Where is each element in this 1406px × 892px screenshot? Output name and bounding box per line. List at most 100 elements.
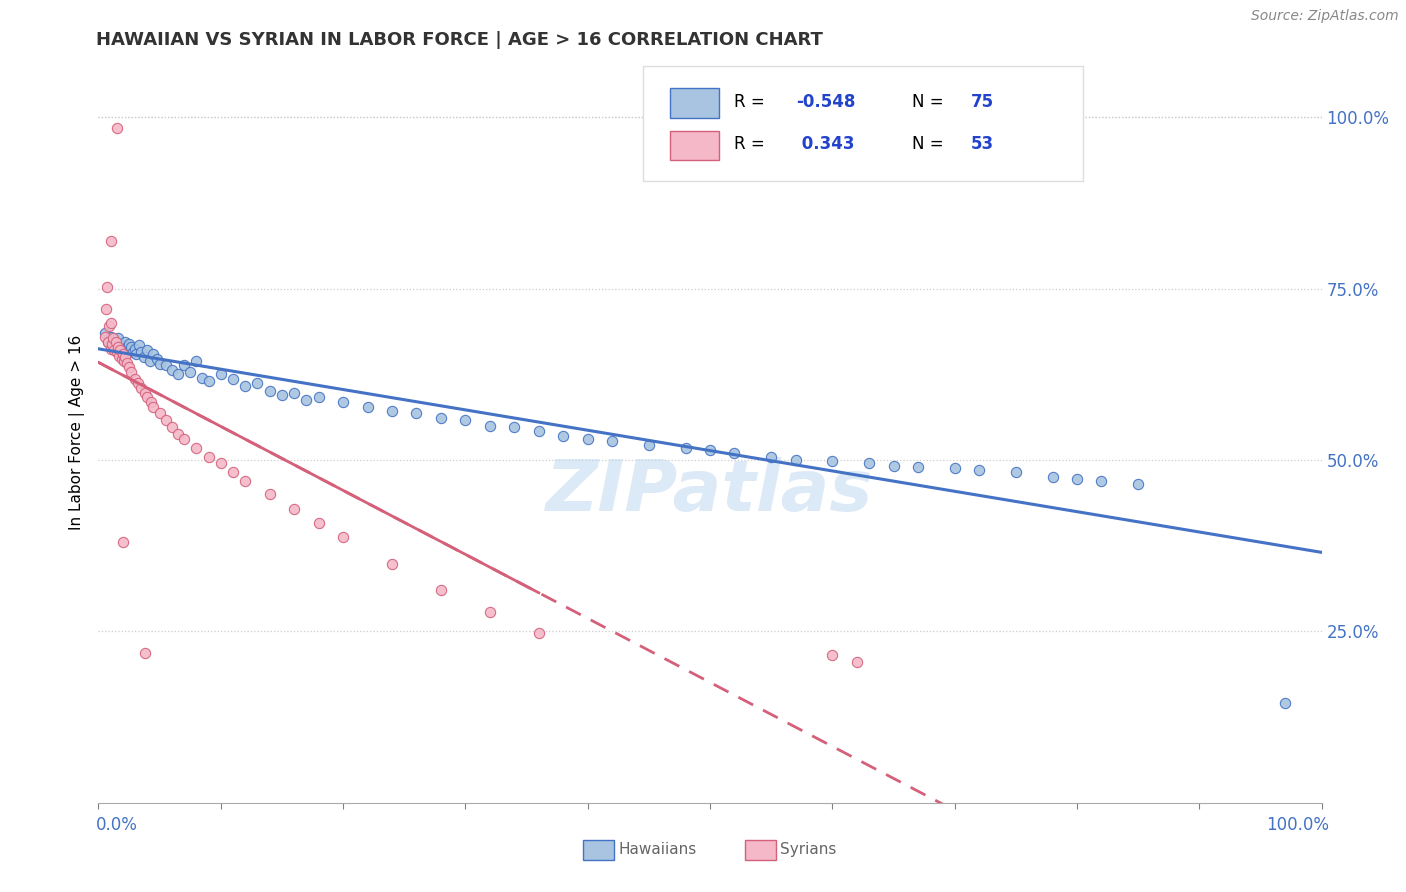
Point — [637, 438, 661, 452]
Point — [191, 371, 214, 385]
Point — [108, 349, 131, 363]
Point — [283, 502, 305, 516]
Point — [907, 459, 929, 474]
Point — [134, 646, 156, 660]
Point — [283, 385, 305, 400]
Point — [149, 406, 172, 420]
Point — [124, 342, 146, 356]
Bar — [669, 130, 718, 161]
Point — [101, 331, 124, 345]
Point — [883, 458, 905, 473]
Point — [723, 446, 745, 460]
Point — [127, 376, 149, 391]
Point — [167, 368, 190, 382]
Point — [100, 316, 122, 330]
Point — [186, 353, 208, 368]
Point — [111, 338, 134, 352]
Point — [107, 340, 129, 354]
Point — [93, 326, 115, 341]
Point — [136, 390, 159, 404]
Point — [761, 450, 783, 464]
Point — [332, 530, 354, 544]
Point — [943, 461, 966, 475]
Point — [128, 338, 150, 352]
Point — [129, 344, 152, 359]
Text: 0.0%: 0.0% — [96, 816, 138, 834]
Point — [114, 350, 136, 364]
Point — [1066, 472, 1088, 486]
Point — [160, 420, 183, 434]
Text: 53: 53 — [970, 135, 994, 153]
Point — [699, 442, 721, 457]
Point — [381, 403, 404, 417]
FancyBboxPatch shape — [643, 66, 1083, 181]
Point — [115, 356, 138, 370]
Text: N =: N = — [912, 93, 943, 111]
Point — [356, 400, 378, 414]
Point — [332, 394, 354, 409]
Point — [97, 335, 120, 350]
Point — [967, 463, 990, 477]
Point — [553, 429, 575, 443]
Point — [405, 406, 427, 420]
Point — [110, 343, 132, 358]
Text: R =: R = — [734, 135, 765, 153]
Point — [233, 474, 256, 488]
Point — [142, 347, 165, 361]
Bar — [669, 88, 718, 118]
Point — [111, 351, 134, 366]
Point — [821, 648, 844, 663]
Point — [103, 333, 125, 347]
Point — [118, 360, 141, 375]
Point — [1004, 466, 1026, 480]
Point — [430, 410, 453, 425]
Point — [97, 335, 120, 350]
Point — [96, 280, 118, 294]
Point — [125, 347, 148, 361]
Point — [308, 390, 330, 404]
Point — [115, 340, 138, 354]
Text: N =: N = — [912, 135, 943, 153]
Text: 0.343: 0.343 — [796, 135, 855, 153]
Point — [132, 350, 155, 364]
Point — [209, 457, 232, 471]
Text: Source: ZipAtlas.com: Source: ZipAtlas.com — [1251, 9, 1399, 23]
Point — [173, 433, 195, 447]
Point — [120, 365, 142, 379]
Point — [149, 357, 172, 371]
Point — [121, 344, 143, 359]
Point — [101, 336, 124, 351]
Point — [105, 344, 128, 359]
Point — [478, 605, 501, 619]
Point — [186, 441, 208, 455]
Point — [381, 558, 404, 572]
Point — [233, 379, 256, 393]
Point — [134, 385, 156, 400]
Point — [209, 368, 232, 382]
Point — [100, 329, 122, 343]
Y-axis label: In Labor Force | Age > 16: In Labor Force | Age > 16 — [69, 335, 84, 530]
Point — [600, 434, 623, 448]
Text: -0.548: -0.548 — [796, 93, 855, 111]
Point — [142, 400, 165, 414]
Point — [111, 347, 134, 361]
Point — [197, 374, 219, 388]
Point — [100, 234, 122, 248]
Point — [785, 453, 807, 467]
Point — [222, 372, 245, 386]
Point — [503, 420, 526, 434]
Point — [139, 394, 162, 409]
Text: R =: R = — [734, 93, 765, 111]
Point — [100, 336, 122, 351]
Point — [105, 120, 128, 135]
Point — [173, 359, 195, 373]
Point — [576, 433, 599, 447]
Point — [454, 413, 477, 427]
Point — [112, 344, 135, 359]
Point — [845, 655, 868, 669]
Point — [155, 413, 177, 427]
Point — [155, 359, 177, 373]
Point — [527, 424, 550, 438]
Point — [105, 340, 128, 354]
Text: 75: 75 — [970, 93, 994, 111]
